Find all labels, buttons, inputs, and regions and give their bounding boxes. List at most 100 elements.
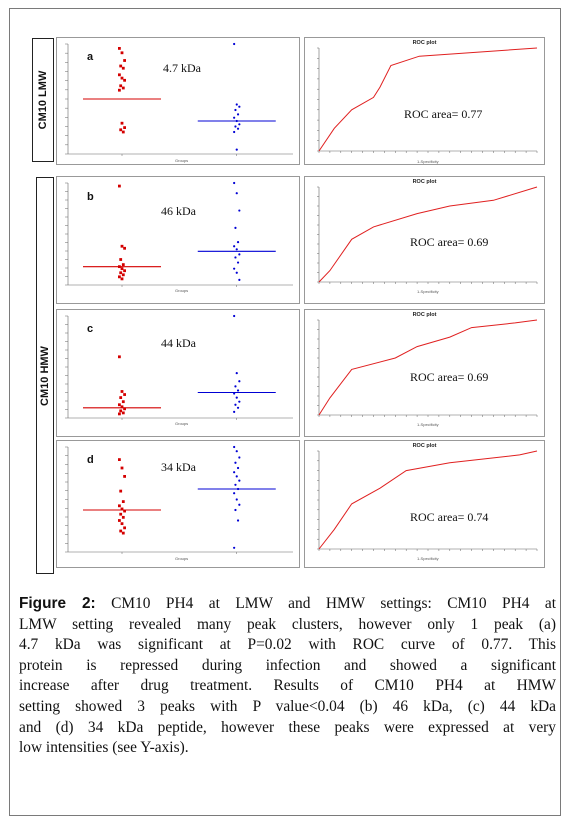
data-point-series-1 [118, 355, 121, 359]
data-point-series-2 [233, 181, 236, 185]
roc-title-b: ROC plot [412, 179, 437, 185]
figure-row-c: c 44 kDa Groups ROC plot ROC area= 0.69 … [56, 309, 545, 437]
data-point-series-2 [236, 261, 240, 264]
data-point-series-2 [238, 209, 241, 212]
data-point-series-1 [120, 466, 124, 470]
data-point-series-1 [119, 128, 123, 132]
scatter-plot-a [65, 42, 293, 156]
data-point-series-2 [236, 519, 240, 522]
data-point-series-1 [121, 531, 125, 535]
caption-line-4: protein is repressed during infection an… [19, 656, 556, 674]
data-point-series-1 [123, 509, 126, 513]
data-point-series-1 [119, 84, 123, 88]
data-point-series-2 [234, 385, 237, 388]
data-point-series-2 [236, 241, 240, 244]
roc-title-c: ROC plot [412, 312, 437, 318]
data-point-series-1 [121, 263, 125, 266]
data-point-series-1 [120, 121, 124, 125]
panel-letter-b: b [87, 191, 94, 203]
data-point-series-1 [118, 265, 121, 269]
data-point-series-1 [123, 59, 126, 62]
figure-row-a: a 4.7 kDa Groups ROC plot ROC area= 0.77… [56, 37, 545, 165]
figure-row-b: b 46 kDa Groups ROC plot ROC area= 0.69 … [56, 176, 545, 304]
data-point-series-1 [118, 519, 121, 522]
data-point-series-2 [234, 508, 237, 512]
roc-curve [318, 47, 538, 152]
data-point-series-1 [118, 47, 121, 50]
x-axis-label-d: Groups [175, 556, 189, 561]
data-point-series-2 [235, 148, 238, 151]
roc-title-a: ROC plot [412, 40, 437, 46]
hmw-side-label: CM10 HMW [39, 345, 51, 406]
data-point-series-1 [121, 66, 125, 70]
data-point-series-1 [121, 515, 125, 519]
data-point-series-1 [119, 489, 123, 493]
data-point-series-1 [120, 522, 124, 526]
data-point-series-1 [119, 529, 123, 533]
data-point-series-1 [118, 184, 121, 188]
data-point-series-1 [121, 273, 125, 277]
caption-line-5: increase after drug treatment. Results o… [19, 677, 556, 695]
data-point-series-2 [238, 278, 241, 281]
roc-panel-a: ROC plot ROC area= 0.77 1-Specificity [304, 37, 545, 165]
data-point-series-2 [235, 119, 238, 123]
data-point-series-1 [120, 390, 124, 393]
data-point-series-2 [238, 400, 241, 403]
roc-panel-d: ROC plot ROC area= 0.74 1-Specificity [304, 440, 545, 568]
data-point-series-1 [118, 275, 121, 279]
data-point-series-1 [119, 409, 123, 413]
data-point-series-2 [238, 503, 241, 506]
data-point-series-2 [238, 105, 241, 108]
data-point-series-2 [233, 410, 236, 413]
data-point-series-2 [236, 113, 240, 116]
data-point-series-2 [235, 271, 238, 274]
figure-frame [9, 8, 561, 816]
roc-area-d: ROC area= 0.74 [410, 510, 489, 524]
panel-letter-c: c [87, 323, 94, 335]
scatter-panel-b: b 46 kDa Groups [56, 176, 300, 304]
data-point-series-1 [121, 500, 125, 503]
data-point-series-2 [236, 389, 240, 392]
data-point-series-2 [235, 475, 238, 478]
data-point-series-2 [234, 461, 237, 464]
data-point-series-1 [121, 86, 125, 90]
kda-label-a: 4.7 kDa [163, 61, 201, 75]
data-point-series-1 [120, 507, 124, 511]
panel-letter-a: a [87, 51, 94, 63]
data-point-series-1 [118, 458, 121, 461]
lmw-side-label: CM10 LMW [37, 70, 49, 130]
roc-x-label-d: 1-Specificity [417, 556, 439, 561]
data-point-series-2 [238, 456, 241, 459]
data-point-series-1 [120, 277, 124, 281]
caption-line-1: Figure 2: CM10 PH4 at LMW and HMW settin… [19, 594, 556, 615]
caption-line-6: setting showed 3 peaks with P value<0.04… [19, 697, 556, 715]
roc-title-d: ROC plot [412, 443, 437, 449]
x-axis-label-b: Groups [175, 288, 189, 293]
data-point-series-1 [123, 78, 126, 82]
data-point-series-1 [118, 73, 121, 77]
data-point-series-2 [234, 226, 237, 229]
scatter-plot-d [65, 445, 293, 554]
scatter-plot-c [65, 314, 293, 420]
data-point-series-1 [118, 412, 121, 416]
data-point-series-1 [123, 393, 126, 396]
data-point-series-2 [236, 406, 240, 409]
data-point-series-2 [235, 450, 238, 453]
roc-area-a: ROC area= 0.77 [404, 107, 483, 121]
roc-plot-b [317, 186, 538, 284]
data-point-series-2 [238, 253, 241, 256]
roc-area-c: ROC area= 0.69 [410, 370, 489, 384]
data-point-series-2 [235, 192, 238, 195]
caption-line-8: low intensities (see Y-axis). [19, 739, 189, 757]
data-point-series-2 [238, 479, 241, 482]
data-point-series-1 [120, 51, 124, 55]
data-point-series-2 [234, 125, 237, 128]
data-point-series-1 [120, 244, 124, 248]
caption-line-2: LMW setting revealed many peak clusters,… [19, 615, 556, 633]
kda-label-c: 44 kDa [161, 336, 196, 350]
data-point-series-2 [233, 116, 236, 119]
data-point-series-2 [233, 492, 236, 495]
caption-line-3: 4.7 kDa was significant at P=0.02 with R… [19, 636, 556, 654]
figure-row-d: d 34 kDa Groups ROC plot ROC area= 0.74 … [56, 440, 545, 568]
data-point-series-2 [235, 396, 238, 399]
